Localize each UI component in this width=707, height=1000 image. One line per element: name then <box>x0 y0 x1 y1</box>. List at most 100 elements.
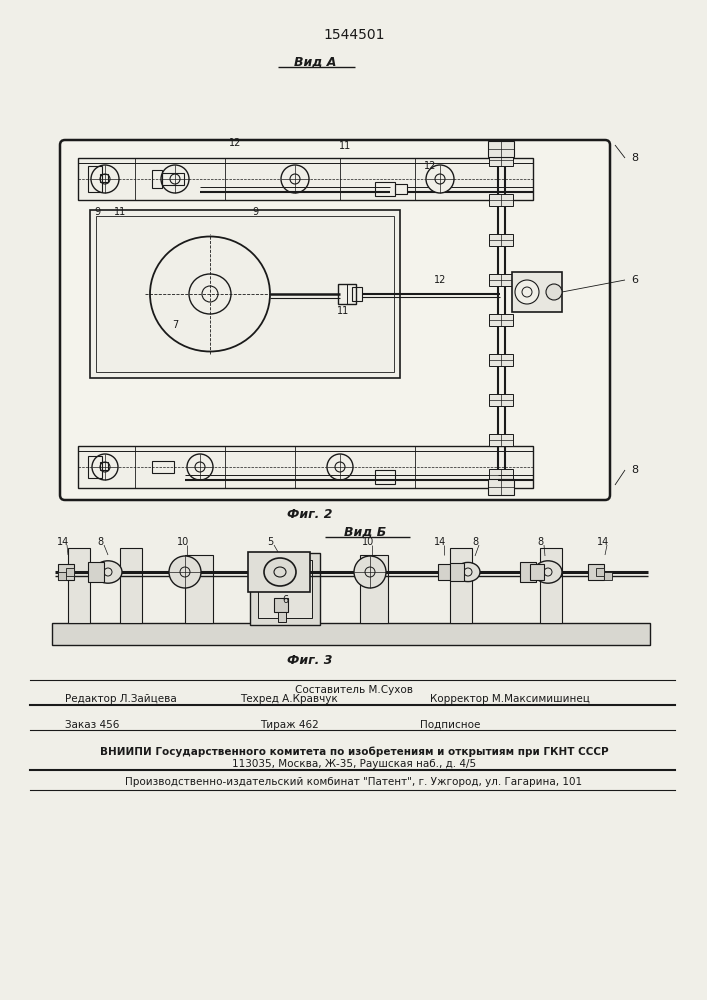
Bar <box>489 274 513 286</box>
Bar <box>489 394 513 406</box>
Circle shape <box>202 286 218 302</box>
Text: Заказ 456: Заказ 456 <box>65 720 119 730</box>
Text: Фиг. 3: Фиг. 3 <box>287 654 333 666</box>
Bar <box>274 598 288 612</box>
Bar <box>489 194 513 206</box>
Bar <box>185 555 213 623</box>
Text: 8: 8 <box>537 537 543 547</box>
Bar <box>88 562 104 582</box>
Ellipse shape <box>264 558 296 586</box>
Text: Вид А: Вид А <box>294 55 337 68</box>
Bar <box>540 548 562 623</box>
Bar <box>488 141 514 157</box>
Bar <box>88 456 102 478</box>
Bar <box>152 461 174 473</box>
Bar <box>78 158 533 200</box>
Bar <box>375 182 395 196</box>
Bar <box>520 562 536 582</box>
Circle shape <box>544 568 552 576</box>
Bar <box>100 174 108 182</box>
Bar <box>489 234 513 246</box>
Circle shape <box>104 568 112 576</box>
Circle shape <box>464 568 472 576</box>
Text: 12: 12 <box>423 161 436 171</box>
Bar <box>489 434 513 446</box>
Bar <box>58 564 74 580</box>
Circle shape <box>180 567 190 577</box>
Bar <box>438 564 454 580</box>
Circle shape <box>365 567 375 577</box>
Bar <box>52 623 650 645</box>
Bar <box>162 173 184 185</box>
Bar <box>68 548 90 623</box>
Circle shape <box>161 165 189 193</box>
Bar <box>588 564 604 580</box>
Circle shape <box>91 165 119 193</box>
Text: 113035, Москва, Ж-35, Раушская наб., д. 4/5: 113035, Москва, Ж-35, Раушская наб., д. … <box>232 759 476 769</box>
Circle shape <box>100 174 110 184</box>
Text: 14: 14 <box>434 537 446 547</box>
Bar <box>450 563 464 581</box>
Circle shape <box>335 462 345 472</box>
Text: Тираж 462: Тираж 462 <box>260 720 319 730</box>
Bar <box>489 469 513 481</box>
Circle shape <box>195 462 205 472</box>
Bar <box>363 563 377 581</box>
Circle shape <box>327 454 353 480</box>
Text: 1544501: 1544501 <box>323 28 385 42</box>
Bar <box>489 354 513 366</box>
Text: Подписное: Подписное <box>420 720 480 730</box>
Text: Фиг. 2: Фиг. 2 <box>287 508 333 522</box>
Ellipse shape <box>94 561 122 583</box>
Circle shape <box>354 556 386 588</box>
Circle shape <box>546 284 562 300</box>
Circle shape <box>426 165 454 193</box>
Circle shape <box>100 462 110 472</box>
Ellipse shape <box>456 562 480 582</box>
Text: Корректор М.Максимишинец: Корректор М.Максимишинец <box>430 694 590 704</box>
Circle shape <box>522 287 532 297</box>
Text: 12: 12 <box>434 275 446 285</box>
Text: 9: 9 <box>252 207 258 217</box>
Bar <box>258 560 312 618</box>
Text: 11: 11 <box>114 207 126 217</box>
Text: 6: 6 <box>282 595 288 605</box>
Ellipse shape <box>150 236 270 352</box>
Circle shape <box>435 174 445 184</box>
Circle shape <box>169 556 201 588</box>
Bar <box>278 612 286 622</box>
Text: 11: 11 <box>337 306 349 316</box>
Text: 14: 14 <box>57 537 69 547</box>
Bar <box>395 184 407 194</box>
Bar <box>152 170 162 188</box>
Text: Производственно-издательский комбинат "Патент", г. Ужгород, ул. Гагарина, 101: Производственно-издательский комбинат "П… <box>125 777 583 787</box>
Bar <box>78 446 533 488</box>
Text: 8: 8 <box>631 153 638 163</box>
Circle shape <box>290 174 300 184</box>
Text: 6: 6 <box>631 275 638 285</box>
Bar <box>375 470 395 484</box>
Bar <box>360 555 388 623</box>
Bar <box>604 572 612 580</box>
Bar <box>596 568 604 576</box>
Circle shape <box>187 454 213 480</box>
Ellipse shape <box>189 274 231 314</box>
Text: 10: 10 <box>177 537 189 547</box>
Bar <box>530 564 544 580</box>
Bar <box>100 462 108 470</box>
Text: Редактор Л.Зайцева: Редактор Л.Зайцева <box>65 694 177 704</box>
Bar <box>90 210 400 378</box>
Bar <box>450 548 472 623</box>
Bar <box>58 572 66 580</box>
Text: 7: 7 <box>172 320 178 330</box>
Text: Техред А.Кравчук: Техред А.Кравчук <box>240 694 338 704</box>
Bar <box>489 154 513 166</box>
Bar <box>280 560 315 623</box>
Bar <box>250 553 320 625</box>
Ellipse shape <box>274 567 286 577</box>
Text: Вид Б: Вид Б <box>344 526 386 538</box>
Bar <box>66 568 74 576</box>
Text: 8: 8 <box>631 465 638 475</box>
Circle shape <box>92 454 118 480</box>
Text: ВНИИПИ Государственного комитета по изобретениям и открытиям при ГКНТ СССР: ВНИИПИ Государственного комитета по изоб… <box>100 747 608 757</box>
